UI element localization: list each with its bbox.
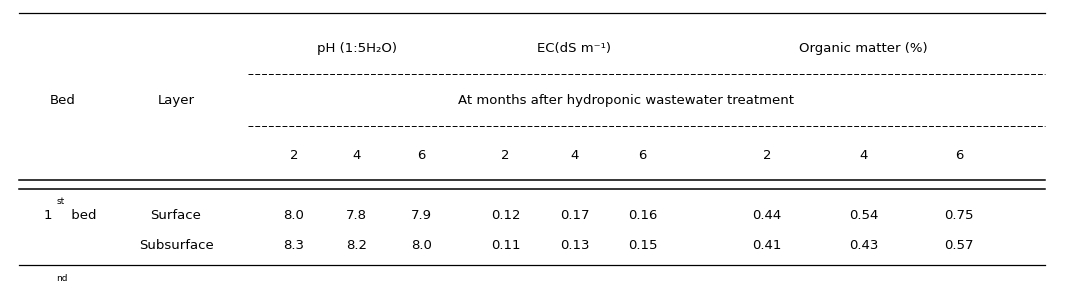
Text: EC(dS m⁻¹): EC(dS m⁻¹): [537, 42, 611, 55]
Text: bed: bed: [67, 209, 96, 223]
Text: Surface: Surface: [150, 209, 202, 223]
Text: 0.41: 0.41: [752, 239, 782, 253]
Text: 4: 4: [860, 149, 868, 162]
Text: 7.8: 7.8: [346, 209, 367, 223]
Text: 4: 4: [352, 149, 361, 162]
Text: 0.44: 0.44: [752, 209, 782, 223]
Text: 8.2: 8.2: [346, 239, 367, 253]
Text: 4: 4: [570, 149, 579, 162]
Text: 0.13: 0.13: [559, 239, 590, 253]
Text: 0.75: 0.75: [944, 209, 974, 223]
Text: Organic matter (%): Organic matter (%): [798, 42, 928, 55]
Text: 0.12: 0.12: [490, 209, 521, 223]
Text: 0.15: 0.15: [627, 239, 658, 253]
Text: 0.11: 0.11: [490, 239, 521, 253]
Text: Subsurface: Subsurface: [138, 239, 214, 253]
Text: 8.0: 8.0: [283, 209, 305, 223]
Text: 1: 1: [43, 209, 52, 223]
Text: nd: nd: [56, 274, 68, 283]
Text: 2: 2: [501, 149, 510, 162]
Text: 0.17: 0.17: [559, 209, 590, 223]
Text: 7.9: 7.9: [410, 209, 432, 223]
Text: 6: 6: [417, 149, 426, 162]
Text: 6: 6: [638, 149, 647, 162]
Text: pH (1:5H₂O): pH (1:5H₂O): [318, 42, 397, 55]
Text: 0.57: 0.57: [944, 239, 974, 253]
Text: Layer: Layer: [158, 94, 194, 107]
Text: 0.16: 0.16: [627, 209, 658, 223]
Text: 0.43: 0.43: [849, 239, 879, 253]
Text: 8.0: 8.0: [410, 239, 432, 253]
Text: 2: 2: [289, 149, 298, 162]
Text: Bed: Bed: [50, 94, 76, 107]
Text: st: st: [56, 197, 65, 206]
Text: 6: 6: [955, 149, 963, 162]
Text: 8.3: 8.3: [283, 239, 305, 253]
Text: At months after hydroponic wastewater treatment: At months after hydroponic wastewater tr…: [458, 94, 795, 107]
Text: 0.54: 0.54: [849, 209, 879, 223]
Text: 2: 2: [762, 149, 771, 162]
